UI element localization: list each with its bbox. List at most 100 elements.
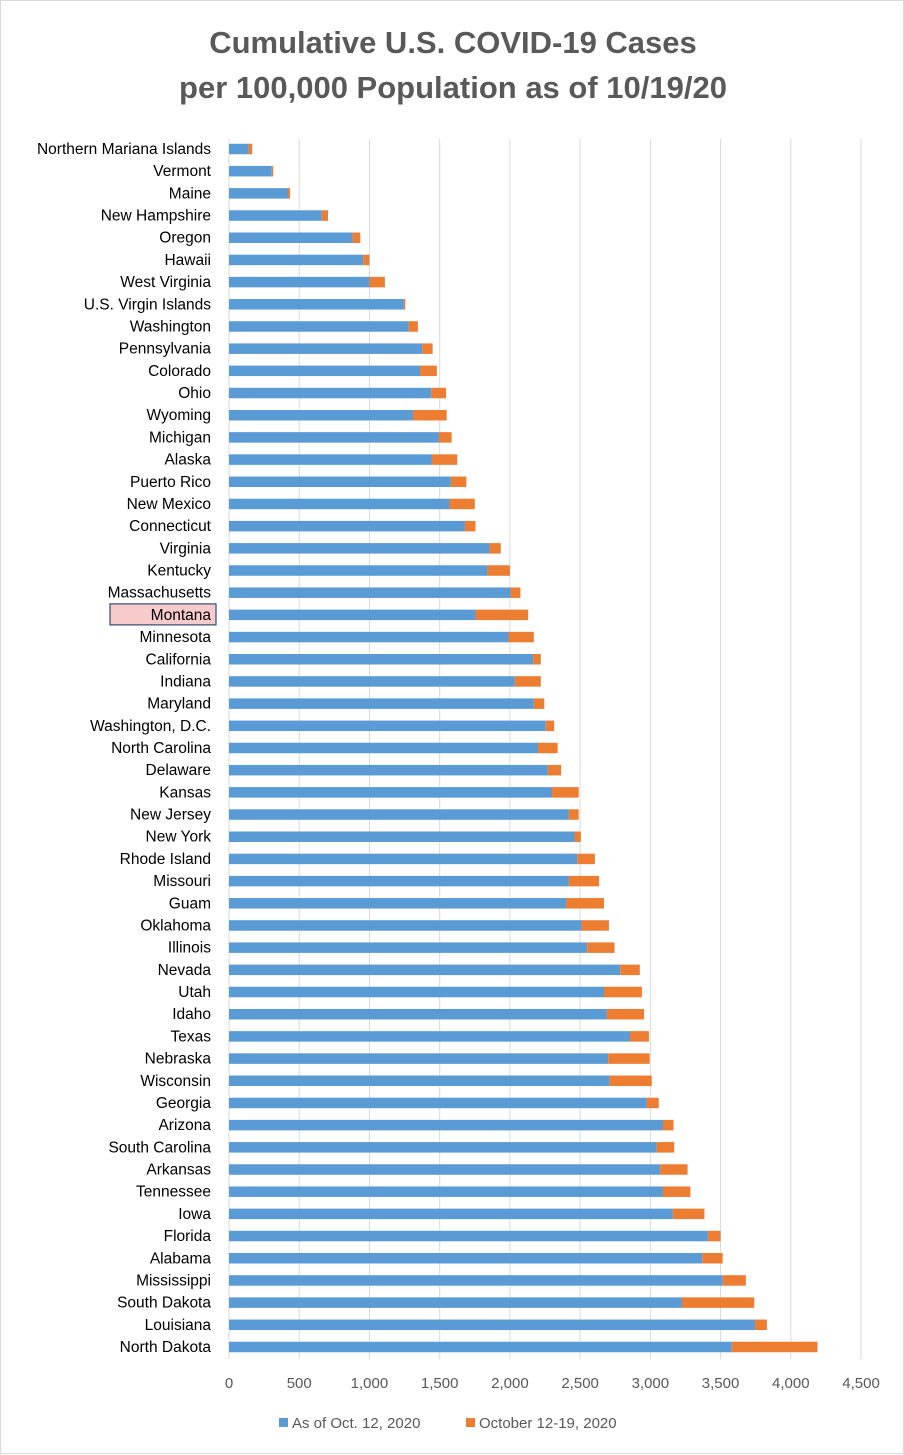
bar-oct12-19 — [662, 1119, 674, 1131]
bar-oct12-19 — [566, 898, 605, 909]
category-label: Puerto Rico — [130, 474, 211, 491]
bar-oct12-19 — [487, 565, 510, 576]
bar-oct12-19 — [403, 299, 406, 310]
legend-swatch — [466, 1418, 475, 1427]
bar-as-of-oct12 — [229, 1142, 657, 1153]
bar-oct12-19 — [707, 1230, 721, 1242]
bar-as-of-oct12 — [229, 742, 538, 754]
bar-as-of-oct12 — [229, 1230, 708, 1242]
bar-as-of-oct12 — [229, 299, 404, 310]
bar-as-of-oct12 — [229, 698, 534, 709]
category-label: Hawaii — [164, 252, 211, 269]
bar-as-of-oct12 — [229, 276, 370, 288]
bar-as-of-oct12 — [229, 1164, 661, 1175]
category-label: Montana — [151, 607, 212, 624]
bar-as-of-oct12 — [229, 1186, 663, 1197]
category-label: Kentucky — [147, 563, 211, 580]
category-label: Wyoming — [147, 407, 211, 424]
category-label: California — [146, 651, 212, 668]
bar-oct12-19 — [620, 964, 640, 976]
bar-oct12-19 — [363, 254, 370, 266]
bar-oct12-19 — [248, 143, 253, 155]
bar-as-of-oct12 — [229, 1008, 607, 1020]
bar-as-of-oct12 — [229, 787, 553, 798]
category-label: Idaho — [172, 1006, 211, 1023]
montana-highlight-box — [109, 603, 217, 626]
bar-oct12-19 — [431, 387, 446, 399]
category-label: West Virginia — [120, 274, 211, 291]
bar-as-of-oct12 — [229, 986, 605, 998]
bar-as-of-oct12 — [229, 676, 515, 687]
bar-as-of-oct12 — [229, 409, 413, 421]
category-label: Washington, D.C. — [90, 718, 211, 735]
category-label: New Mexico — [127, 496, 211, 513]
legend-label: October 12-19, 2020 — [479, 1415, 617, 1432]
category-label: New Jersey — [130, 807, 211, 824]
category-label: Ohio — [178, 385, 211, 402]
bar-as-of-oct12 — [229, 143, 249, 155]
bar-oct12-19 — [681, 1297, 755, 1308]
bar-as-of-oct12 — [229, 432, 439, 443]
bar-as-of-oct12 — [229, 254, 364, 266]
bar-oct12-19 — [533, 698, 545, 709]
bar-oct12-19 — [271, 165, 274, 177]
bar-as-of-oct12 — [229, 898, 567, 909]
bar-oct12-19 — [489, 543, 501, 554]
bar-oct12-19 — [568, 809, 579, 820]
chart-title-line: Cumulative U.S. COVID-19 Cases — [209, 25, 697, 60]
highlight-box — [109, 603, 217, 626]
bar-oct12-19 — [587, 942, 615, 953]
bar-as-of-oct12 — [229, 543, 490, 554]
bar-oct12-19 — [431, 454, 458, 465]
bar-oct12-19 — [702, 1253, 723, 1264]
legend-swatch — [279, 1418, 288, 1427]
category-label: Kansas — [159, 784, 211, 801]
bar-as-of-oct12 — [229, 188, 288, 199]
bar-oct12-19 — [672, 1208, 705, 1220]
legend: As of Oct. 12, 2020 October 12-19, 2020 — [279, 1415, 617, 1432]
category-labels: Northern Mariana Islands Vermont Maine New … — [37, 141, 212, 1356]
bar-oct12-19 — [420, 365, 437, 377]
bar-oct12-19 — [608, 1053, 650, 1064]
bar-as-of-oct12 — [229, 520, 465, 532]
category-label: Northern Mariana Islands — [37, 141, 211, 158]
category-label: South Carolina — [108, 1139, 211, 1156]
legend-label: As of Oct. 12, 2020 — [292, 1415, 420, 1432]
x-tick-label: 1,500 — [421, 1375, 459, 1392]
x-tick-label: 500 — [287, 1375, 312, 1392]
bar-oct12-19 — [475, 609, 529, 621]
bar-as-of-oct12 — [229, 498, 450, 510]
category-label: Maine — [169, 185, 211, 202]
bar-oct12-19 — [510, 587, 521, 598]
x-tick-label: 3,500 — [702, 1375, 740, 1392]
bar-oct12-19 — [606, 1008, 645, 1020]
bar-oct12-19 — [722, 1275, 746, 1286]
bar-as-of-oct12 — [229, 809, 569, 820]
x-tick-label: 3,000 — [632, 1375, 670, 1392]
x-axis-ticks: 0 500 1,000 1,500 2,000 2,500 3,000 3,500 4,000 4… — [225, 1375, 880, 1392]
bar-as-of-oct12 — [229, 1208, 673, 1220]
bar-as-of-oct12 — [229, 454, 432, 465]
bar-oct12-19 — [422, 343, 433, 354]
x-tick-label: 4,500 — [842, 1375, 880, 1392]
chart-title-line: per 100,000 Population as of 10/19/20 — [179, 70, 727, 105]
bar-as-of-oct12 — [229, 1297, 682, 1308]
bar-as-of-oct12 — [229, 1253, 703, 1264]
gridlines — [228, 139, 862, 1359]
x-tick-label: 1,000 — [351, 1375, 389, 1392]
bar-as-of-oct12 — [229, 609, 476, 621]
bar-oct12-19 — [568, 875, 600, 887]
bar-oct12-19 — [604, 986, 642, 998]
bar-as-of-oct12 — [229, 1097, 647, 1109]
category-label: Pennsylvania — [119, 341, 212, 358]
category-label: Virginia — [160, 540, 212, 557]
category-label: Indiana — [160, 673, 211, 690]
bar-as-of-oct12 — [229, 942, 588, 953]
bar-as-of-oct12 — [229, 1319, 755, 1331]
bar-oct12-19 — [552, 787, 579, 798]
category-label: Arkansas — [146, 1162, 211, 1179]
category-label: Louisiana — [145, 1317, 212, 1334]
bar-oct12-19 — [629, 1031, 649, 1042]
bar-oct12-19 — [656, 1142, 675, 1153]
